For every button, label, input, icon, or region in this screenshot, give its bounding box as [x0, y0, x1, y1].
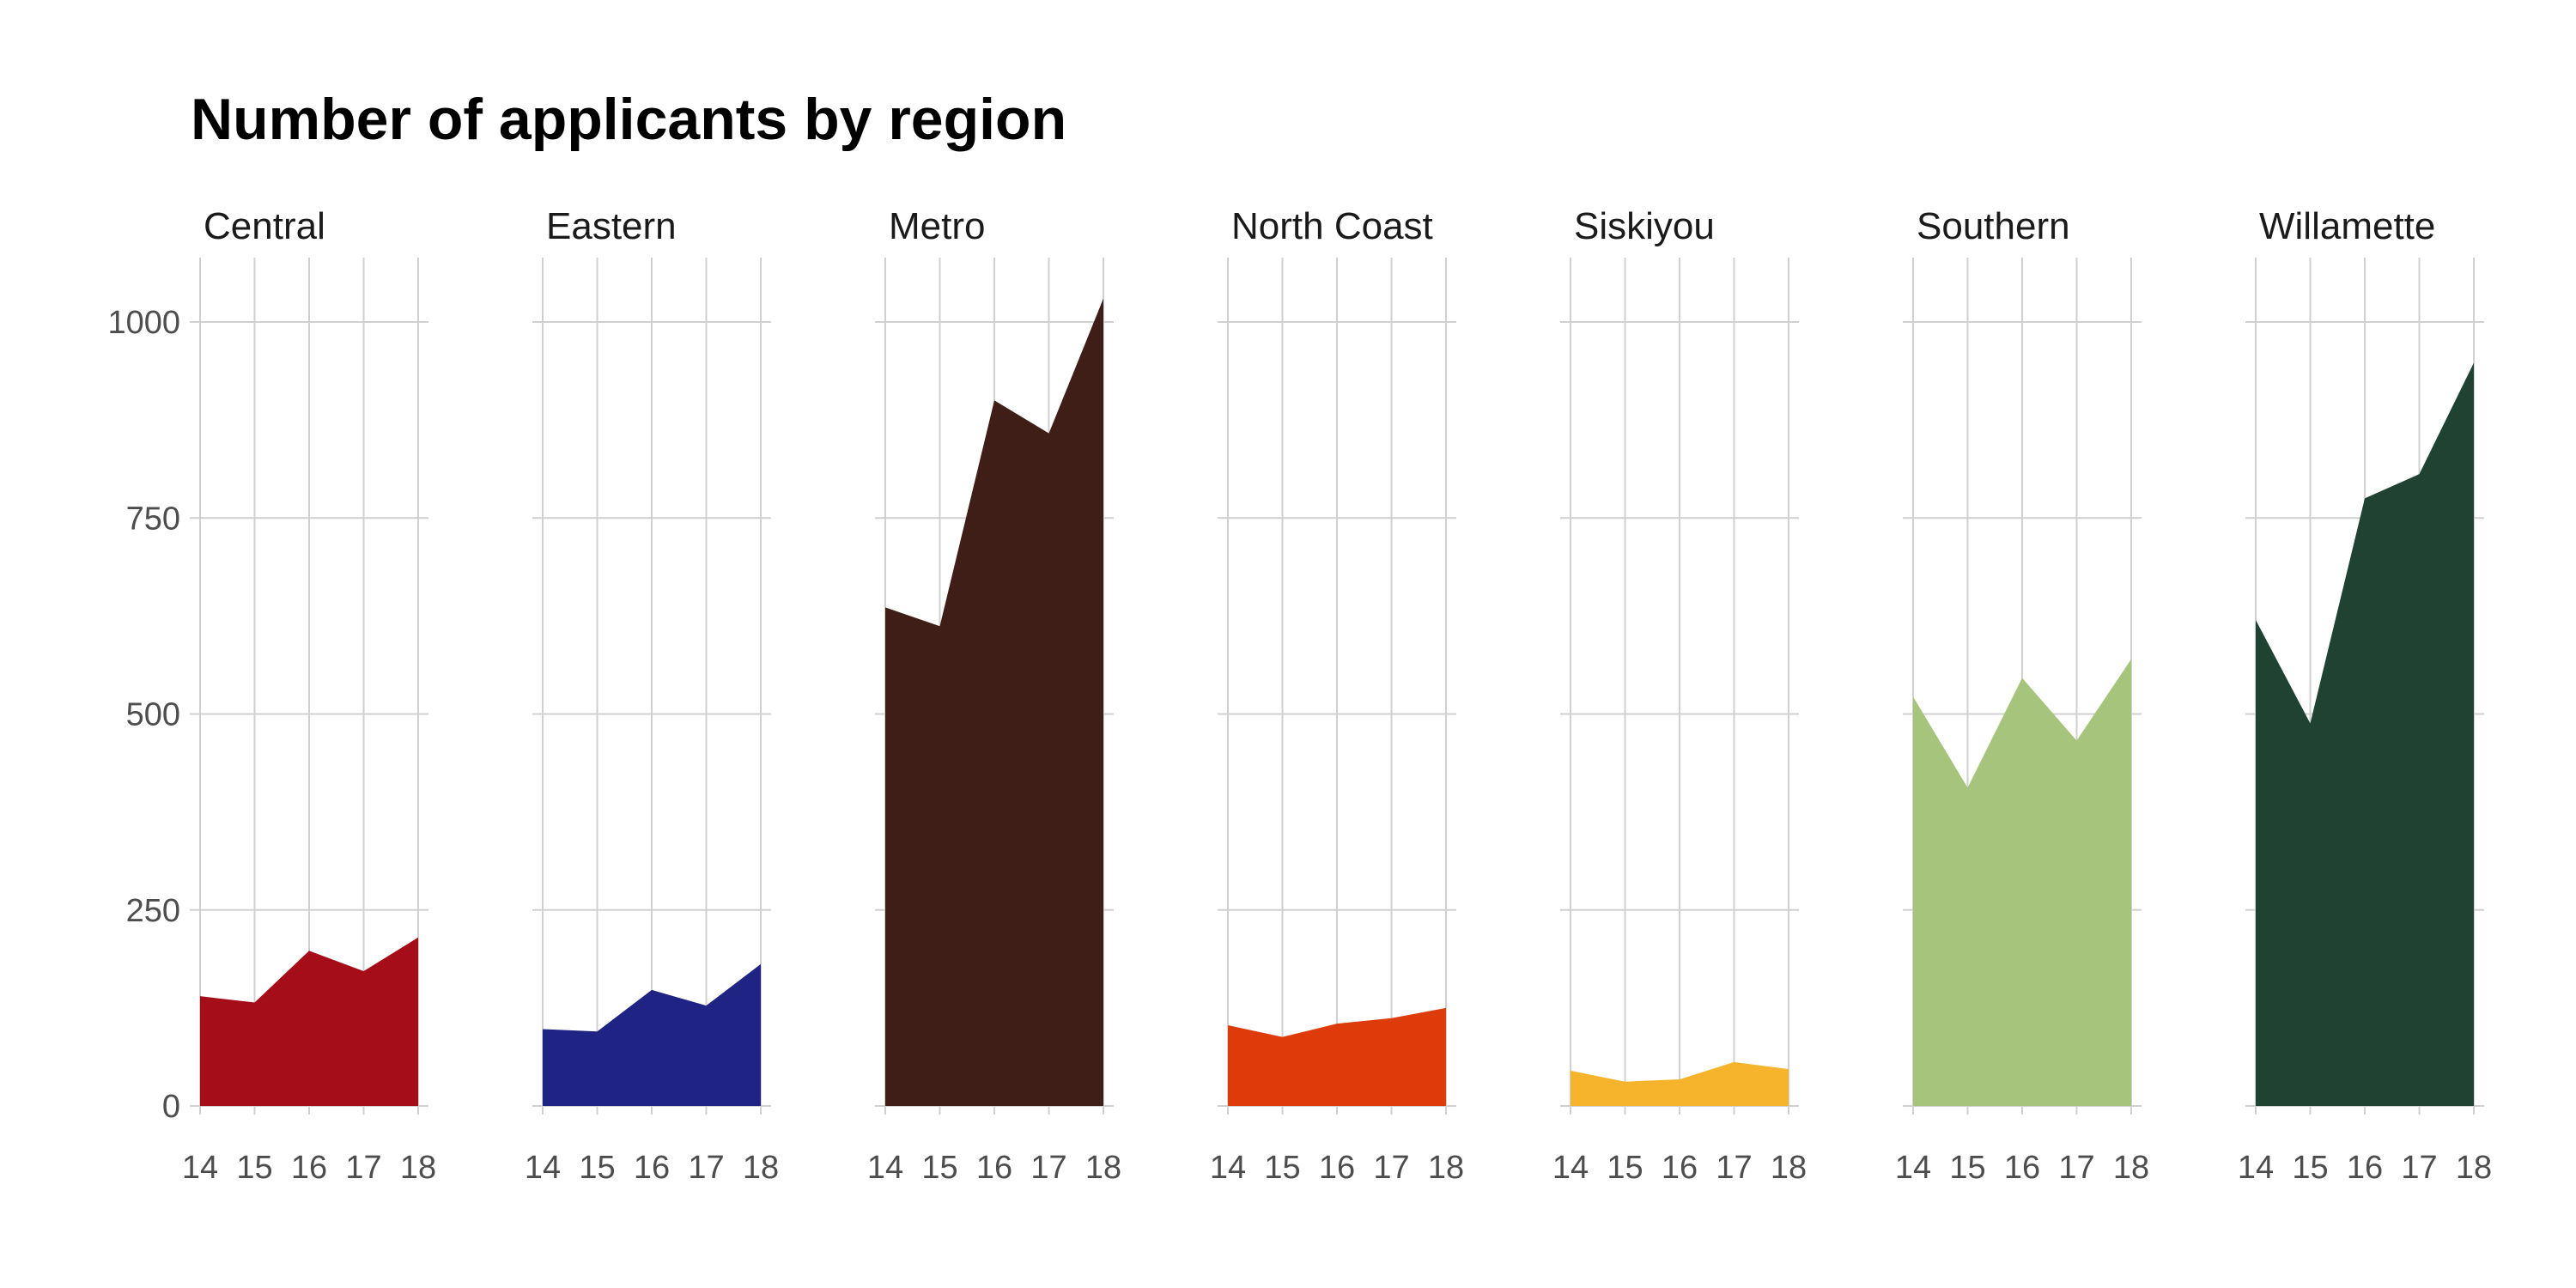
x-tick-label: 18 — [2113, 1150, 2149, 1186]
y-tick-label: 500 — [126, 697, 180, 733]
x-tick-label: 18 — [1771, 1150, 1807, 1186]
x-tick-label: 17 — [1030, 1150, 1066, 1186]
x-tick-label: 16 — [1319, 1150, 1355, 1186]
y-tick-label: 1000 — [107, 305, 180, 341]
x-tick-label: 14 — [525, 1150, 561, 1186]
area-central — [200, 937, 418, 1106]
x-tick-label: 18 — [2456, 1150, 2492, 1186]
x-tick-label: 17 — [345, 1150, 381, 1186]
x-tick-label: 15 — [921, 1150, 957, 1186]
y-tick-label: 0 — [162, 1089, 180, 1125]
x-tick-label: 14 — [182, 1150, 218, 1186]
x-tick-label: 15 — [236, 1150, 272, 1186]
x-tick-label: 15 — [2292, 1150, 2328, 1186]
area-metro — [885, 298, 1103, 1106]
chart-title: Number of applicants by region — [191, 87, 1067, 152]
x-tick-label: 15 — [579, 1150, 615, 1186]
x-tick-label: 16 — [634, 1150, 670, 1186]
x-tick-label: 16 — [291, 1150, 327, 1186]
x-tick-label: 14 — [867, 1150, 903, 1186]
x-tick-label: 15 — [1264, 1150, 1300, 1186]
area-north-coast — [1228, 1007, 1446, 1106]
x-tick-label: 16 — [976, 1150, 1012, 1186]
x-tick-label: 16 — [2004, 1150, 2040, 1186]
facet-title: Metro — [889, 205, 985, 247]
x-tick-label: 18 — [1085, 1150, 1121, 1186]
x-tick-label: 14 — [1895, 1150, 1931, 1186]
x-tick-label: 14 — [2238, 1150, 2274, 1186]
area-siskiyou — [1571, 1061, 1789, 1106]
facet-title: Central — [204, 205, 325, 247]
x-tick-label: 17 — [1716, 1150, 1752, 1186]
area-willamette — [2256, 362, 2474, 1106]
area-eastern — [543, 963, 761, 1106]
x-tick-label: 16 — [2347, 1150, 2383, 1186]
x-tick-label: 14 — [1210, 1150, 1246, 1186]
y-tick-label: 250 — [126, 893, 180, 929]
facet-title: North Coast — [1231, 205, 1433, 247]
y-tick-label: 750 — [126, 501, 180, 537]
x-tick-label: 15 — [1949, 1150, 1985, 1186]
x-tick-label: 18 — [1428, 1150, 1464, 1186]
x-tick-label: 16 — [1662, 1150, 1698, 1186]
facet-title: Eastern — [546, 205, 677, 247]
facet-title: Southern — [1917, 205, 2070, 247]
facet-title: Siskiyou — [1574, 205, 1715, 247]
x-tick-label: 15 — [1607, 1150, 1643, 1186]
facet-title: Willamette — [2259, 205, 2435, 247]
x-tick-label: 17 — [688, 1150, 724, 1186]
x-tick-label: 14 — [1552, 1150, 1589, 1186]
x-tick-label: 18 — [743, 1150, 779, 1186]
area-southern — [1913, 659, 2131, 1106]
x-tick-label: 17 — [1373, 1150, 1409, 1186]
x-tick-label: 17 — [2401, 1150, 2437, 1186]
x-tick-label: 18 — [400, 1150, 436, 1186]
x-tick-label: 17 — [2058, 1150, 2094, 1186]
